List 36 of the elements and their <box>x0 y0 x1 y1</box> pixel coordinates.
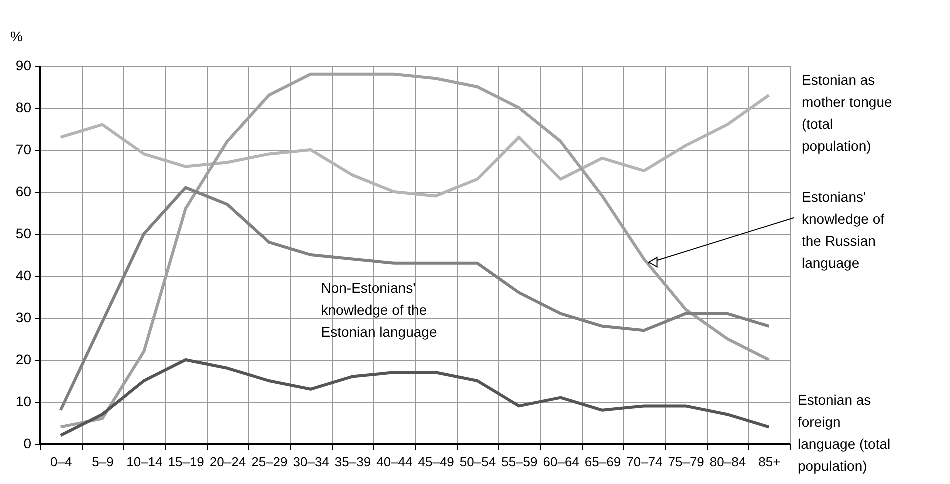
y-tick-label: 60 <box>16 184 32 200</box>
series-label: Non-Estonians' knowledge of the Estonian language <box>321 280 438 340</box>
x-tick-label: 60–64 <box>543 454 580 470</box>
x-tick-label: 80–84 <box>710 454 746 470</box>
x-tick-label: 20–24 <box>210 454 246 470</box>
line-series <box>59 186 771 412</box>
x-tick-label: 55–59 <box>502 454 538 470</box>
text: Estonians' knowledge of the Russian language <box>802 189 885 271</box>
y-tick-label: 40 <box>16 268 32 284</box>
x-tick-label: 50–54 <box>460 454 496 470</box>
y-tick-label: 90 <box>16 58 32 74</box>
text: Estonian as mother tongue (total population) <box>802 72 892 154</box>
y-axis-title: % <box>10 28 23 44</box>
y-tick-label: 10 <box>16 394 32 410</box>
line-series <box>59 94 771 198</box>
x-tick-label: 10–14 <box>126 454 163 470</box>
x-tick-label: 70–74 <box>626 454 663 470</box>
x-tick-label: 25–29 <box>252 454 288 470</box>
x-tick-label: 75–79 <box>668 454 704 470</box>
text: Estonian as foreign language (total population) <box>798 392 891 474</box>
y-tick-label: 0 <box>24 436 32 452</box>
x-tick-label: 15–19 <box>168 454 204 470</box>
y-tick-label: 80 <box>16 100 32 116</box>
x-tick-label: 85+ <box>758 454 781 470</box>
x-tick-label: 45–49 <box>418 454 454 470</box>
x-tick-label: 0–4 <box>50 454 72 470</box>
line-series <box>59 358 771 438</box>
x-tick-label: 40–44 <box>376 454 413 470</box>
y-tick-label: 20 <box>16 352 32 368</box>
x-tick-label: 35–39 <box>334 454 372 470</box>
y-tick-label: 50 <box>16 226 32 242</box>
y-tick-label: 70 <box>16 142 32 158</box>
y-tick-label: 30 <box>16 310 32 326</box>
x-tick-label: 30–34 <box>293 454 330 470</box>
x-tick-label: 65–69 <box>584 454 622 470</box>
x-tick-label: 5–9 <box>92 454 114 470</box>
